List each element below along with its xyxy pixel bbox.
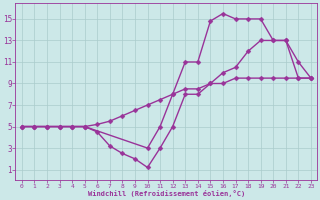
X-axis label: Windchill (Refroidissement éolien,°C): Windchill (Refroidissement éolien,°C)	[88, 190, 245, 197]
